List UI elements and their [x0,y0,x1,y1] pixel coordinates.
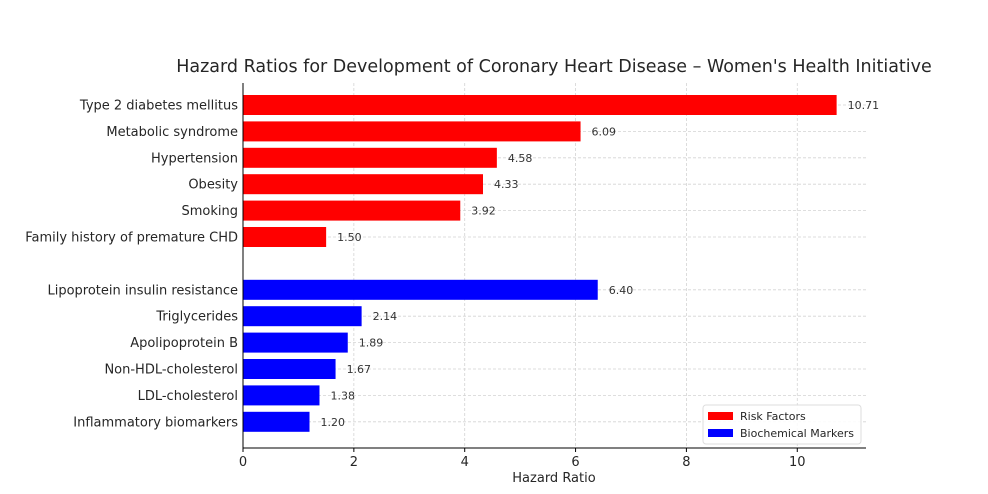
y-tick-label: Inflammatory biomarkers [73,415,238,430]
y-tick-label: Non-HDL-cholesterol [104,363,238,378]
bar [243,332,348,353]
x-tick-label: 10 [789,455,806,470]
x-tick-label: 2 [350,455,358,470]
y-tick-labels: Type 2 diabetes mellitus Metabolic syndro… [25,99,238,431]
bars [243,95,837,432]
bar [243,200,461,221]
y-tick-label: Lipoprotein insulin resistance [47,283,238,298]
value-label: 1.38 [330,389,355,402]
legend-box [702,404,862,445]
value-labels: 10.71 6.09 4.58 4.33 3.92 1.50 6.40 2.14 1.89 1.6… [321,99,880,429]
y-tick-label: Apolipoprotein B [130,336,238,351]
x-tick-label: 4 [461,455,469,470]
value-label: 4.58 [508,152,532,165]
y-tick-label: Hypertension [151,151,238,166]
y-tick-label: Smoking [181,204,238,219]
value-label: 6.40 [609,284,634,297]
bar [243,306,362,327]
x-tick-label: 0 [239,455,247,470]
legend-label: Risk Factors [740,410,806,423]
y-tick-label: Type 2 diabetes mellitus [79,99,238,114]
value-label: 4.33 [494,178,519,191]
value-label: 6.09 [592,125,617,138]
x-ticks: 0 2 4 6 8 10 [239,448,806,470]
y-tick-label: Obesity [188,178,238,193]
bar [243,279,598,300]
bar [243,95,837,115]
x-tick-label: 6 [571,455,579,470]
value-label: 1.89 [359,337,384,350]
value-label: 3.92 [471,205,496,218]
axes [242,83,866,449]
y-tick-label: LDL-cholesterol [138,389,238,404]
y-tick-label: Metabolic syndrome [106,125,238,140]
legend-label: Biochemical Markers [740,427,854,440]
x-tick-label: 8 [682,455,690,470]
x-axis-label: Hazard Ratio [512,471,595,486]
chart-title: Hazard Ratios for Development of Coronar… [176,57,932,77]
y-tick-label: Family history of premature CHD [25,231,238,246]
value-label: 1.67 [347,363,372,376]
bar [243,227,327,247]
legend-swatch [708,412,733,420]
bar [243,147,497,168]
value-label: 10.71 [848,99,880,112]
bar [243,121,581,142]
value-label: 1.20 [321,416,346,429]
value-label: 2.14 [373,310,398,323]
bar [243,174,483,195]
legend-swatch [708,429,733,437]
legend: Risk Factors Biochemical Markers [702,404,862,445]
bar [243,385,320,406]
bar [243,359,336,379]
y-tick-label: Triglycerides [155,310,238,325]
bar [243,411,310,432]
value-label: 1.50 [337,231,362,244]
